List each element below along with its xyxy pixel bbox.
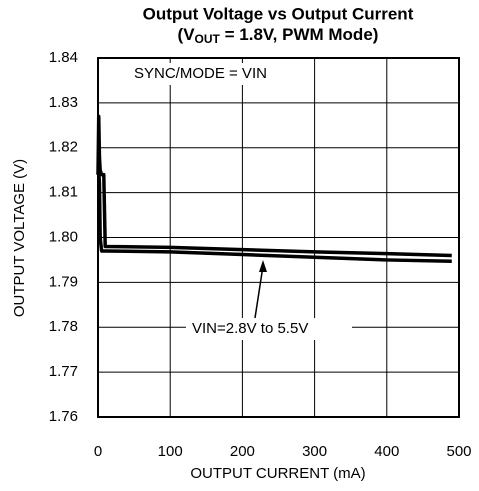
x-tick-label: 200 <box>230 443 255 460</box>
y-tick-label: 1.78 <box>49 318 78 335</box>
y-tick-label: 1.77 <box>49 363 78 380</box>
grid <box>97 57 460 418</box>
annotation-arrow <box>254 265 264 319</box>
chart-title: Output Voltage vs Output Current <box>143 4 414 23</box>
annotation-bg <box>186 318 352 340</box>
x-axis-label: OUTPUT CURRENT (mA) <box>190 465 365 482</box>
y-tick-label: 1.84 <box>49 49 78 66</box>
lines <box>96 114 452 264</box>
y-tick-label: 1.82 <box>49 139 78 156</box>
arrow-head <box>259 260 267 272</box>
plot-frame <box>97 57 460 418</box>
chart-subtitle: (VOUT = 1.8V, PWM Mode) <box>178 25 379 46</box>
annotation: SYNC/MODE = VIN <box>134 65 267 82</box>
y-tick-label: 1.76 <box>49 408 78 425</box>
x-tick-label: 400 <box>374 443 399 460</box>
y-tick-label: 1.79 <box>49 273 78 290</box>
x-tick-label: 300 <box>302 443 327 460</box>
subtitle-part: (V <box>178 25 196 44</box>
subtitle-subscript: OUT <box>195 32 221 46</box>
subtitle-part: = 1.8V, PWM Mode) <box>220 25 379 44</box>
x-tick-label: 500 <box>446 443 471 460</box>
annotation: VIN=2.8V to 5.5V <box>192 320 308 337</box>
x-tick-label: 0 <box>94 443 102 460</box>
y-tick-label: 1.80 <box>49 228 78 245</box>
y-axis-label: OUTPUT VOLTAGE (V) <box>11 159 28 317</box>
y-tick-label: 1.81 <box>49 184 78 201</box>
annotation-bg <box>128 63 306 85</box>
series-line <box>96 168 452 264</box>
y-tick-label: 1.83 <box>49 94 78 111</box>
x-tick-label: 100 <box>158 443 183 460</box>
series-line <box>96 114 452 258</box>
